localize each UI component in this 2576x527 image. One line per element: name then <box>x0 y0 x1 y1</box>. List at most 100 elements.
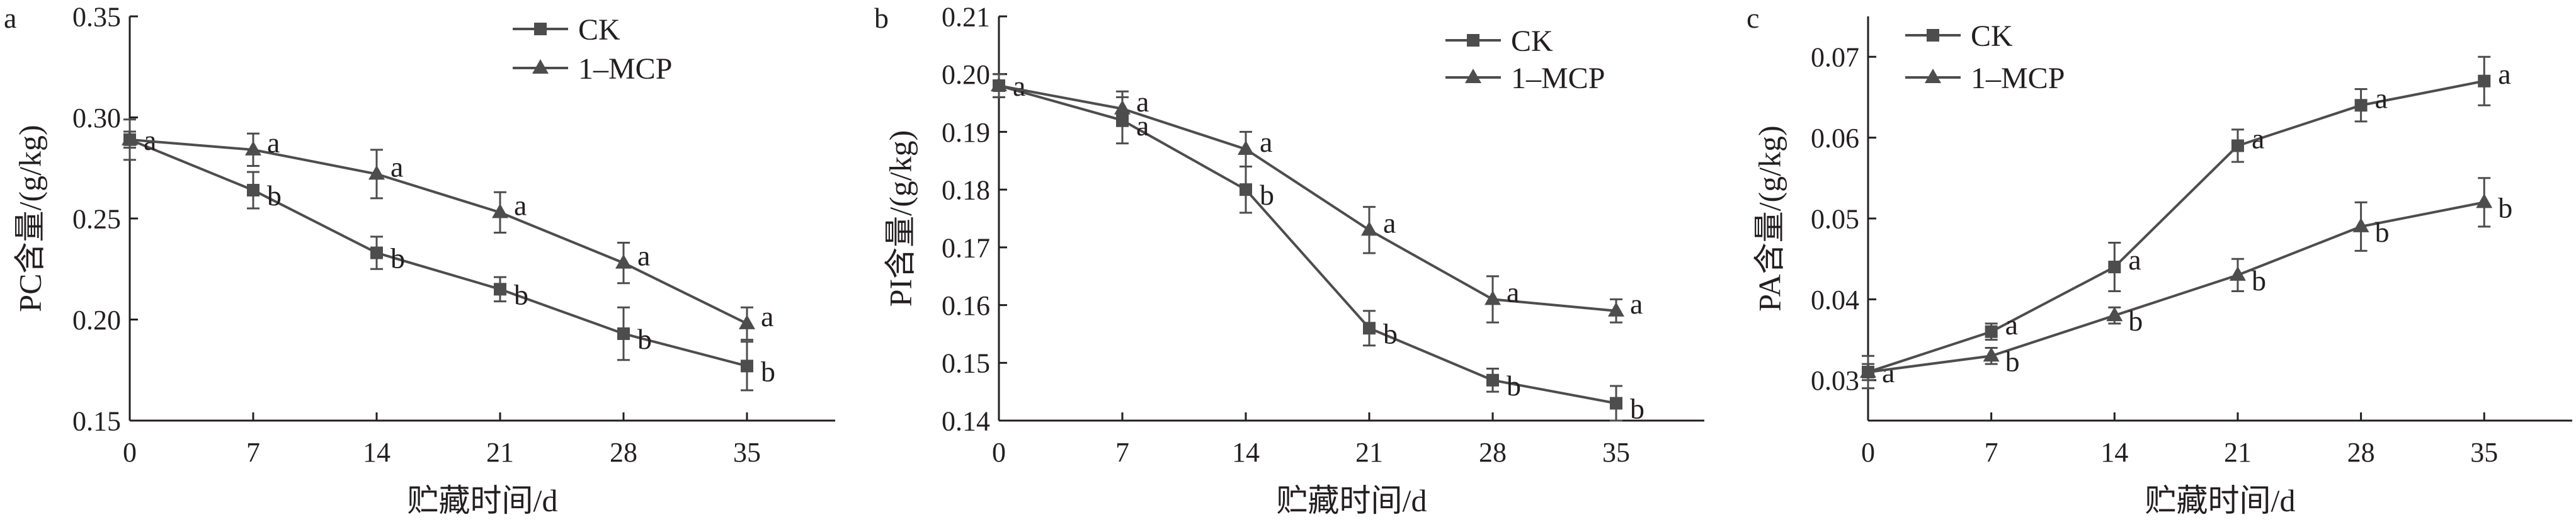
legend-marker-ck <box>1927 29 1939 42</box>
legend: CK 1–MCP <box>1445 25 1605 95</box>
y-tick-label: 0.04 <box>1811 285 1859 315</box>
x-tick-label: 28 <box>1479 437 1507 468</box>
ck-significance-letter: a <box>2498 58 2510 90</box>
ck-point <box>1610 397 1622 410</box>
ck-point <box>617 327 630 340</box>
ck-significance-letter: b <box>761 355 775 387</box>
1-mcp-point <box>368 165 385 180</box>
y-tick-label: 0.03 <box>1811 365 1859 396</box>
legend-item-ck: CK <box>1445 25 1553 58</box>
1-mcp-significance-letter: b <box>2005 345 2020 377</box>
legend-item-ck: CK <box>513 13 620 47</box>
1-mcp-significance-letter: a <box>1260 126 1272 158</box>
y-tick-label: 0.20 <box>942 59 990 90</box>
1-mcp-point <box>1485 290 1501 305</box>
x-tick-label: 35 <box>1602 437 1630 468</box>
1-mcp-point <box>2229 266 2246 281</box>
1-mcp-point <box>615 254 632 269</box>
1-mcp-significance-letter: a <box>514 189 527 221</box>
1-mcp-point <box>122 130 138 145</box>
series-1-mcp: b b b b b <box>1860 177 2512 382</box>
1-mcp-significance-letter: b <box>2375 216 2390 248</box>
ck-significance-letter: a <box>2375 82 2388 114</box>
y-tick-label: 0.17 <box>942 232 990 263</box>
ck-point <box>741 360 753 373</box>
legend-label-1-mcp: 1–MCP <box>578 52 672 86</box>
ck-point <box>2231 139 2244 152</box>
1-mcp-point <box>1114 99 1131 115</box>
ck-line <box>129 138 748 368</box>
ck-point <box>1363 322 1376 335</box>
1-mcp-point <box>991 77 1007 92</box>
panel-b: b 0.14 0.15 0.16 0.17 0.18 0.19 0.20 0.21 0 7 14 21 2… <box>874 1 1704 518</box>
1-mcp-significance-letter: a <box>761 300 773 332</box>
x-axis-label: 贮藏时间/d <box>407 483 558 518</box>
ck-point <box>2108 261 2121 274</box>
1-mcp-significance-letter: a <box>390 150 403 183</box>
1-mcp-point <box>245 140 261 156</box>
ck-significance-letter: b <box>1630 393 1644 425</box>
x-tick-label: 0 <box>123 437 137 468</box>
ck-point <box>1240 183 1252 196</box>
1-mcp-significance-letter: a <box>637 240 650 272</box>
1-mcp-point <box>1238 140 1254 155</box>
y-tick-label: 0.21 <box>942 1 990 32</box>
x-axis-label: 贮藏时间/d <box>2145 483 2296 518</box>
legend-marker-ck <box>534 23 547 35</box>
x-tick-label: 7 <box>1985 437 1998 468</box>
ck-point <box>1486 373 1499 387</box>
legend-item-ck: CK <box>1905 20 2013 53</box>
legend-label-1-mcp: 1–MCP <box>1971 62 2065 95</box>
y-tick-label: 0.07 <box>1811 42 1859 73</box>
y-tick-label: 0.06 <box>1811 123 1859 154</box>
y-tick-label: 0.15 <box>72 405 121 436</box>
ck-point <box>2478 74 2491 88</box>
ck-significance-letter: a <box>2005 309 2018 341</box>
1-mcp-significance-letter: b <box>2128 305 2143 337</box>
y-axis-label: PI含量/(g/kg) <box>883 130 918 307</box>
1-mcp-line <box>1867 201 2485 373</box>
panel-c: c 0.03 0.04 0.05 0.06 0.07 0 7 14 21 28 35 贮藏时间/d PA含… <box>1747 2 2572 518</box>
1-mcp-point <box>1860 363 1876 378</box>
1-mcp-point <box>739 314 755 329</box>
1-mcp-significance-letter: b <box>2498 191 2512 224</box>
1-mcp-point <box>2106 307 2123 322</box>
1-mcp-line <box>129 138 748 325</box>
1-mcp-significance-letter: b <box>2252 264 2266 297</box>
y-tick-label: 0.35 <box>72 1 121 32</box>
ck-line <box>998 84 1617 405</box>
series-ck: a a a a a a <box>1862 55 2511 390</box>
legend-label-1-mcp: 1–MCP <box>1511 62 1605 95</box>
y-tick-label: 0.30 <box>72 103 121 133</box>
1-mcp-point <box>1361 221 1377 236</box>
panel-letter: c <box>1747 2 1759 34</box>
legend-marker-1-mcp <box>532 59 549 74</box>
x-tick-label: 0 <box>1861 437 1875 468</box>
x-tick-label: 21 <box>486 437 514 468</box>
x-tick-label: 7 <box>246 437 260 468</box>
panel-letter: a <box>4 2 16 34</box>
ck-significance-letter: a <box>2128 244 2141 276</box>
ck-significance-letter: b <box>1507 370 1521 402</box>
x-tick-label: 0 <box>992 437 1006 468</box>
legend-item-1-mcp: 1–MCP <box>513 52 672 86</box>
1-mcp-point <box>1983 347 2000 362</box>
ck-significance-letter: b <box>1383 317 1398 349</box>
x-tick-label: 14 <box>363 437 390 468</box>
y-tick-label: 0.20 <box>72 305 121 336</box>
y-tick-label: 0.14 <box>942 405 990 436</box>
1-mcp-significance-letter: a <box>1630 288 1643 320</box>
x-tick-label: 35 <box>2470 437 2498 468</box>
1-mcp-point <box>1608 302 1624 317</box>
y-axis-label: PC含量/(g/kg) <box>13 125 48 312</box>
ck-point <box>2354 99 2368 112</box>
legend-label-ck: CK <box>1511 25 1553 58</box>
ck-significance-letter: b <box>267 179 282 212</box>
legend: CK 1–MCP <box>1905 20 2065 95</box>
1-mcp-significance-letter: a <box>1507 276 1519 309</box>
x-axis-label: 贮藏时间/d <box>1277 483 1427 518</box>
x-tick-label: 28 <box>610 437 637 468</box>
y-tick-label: 0.25 <box>72 203 121 234</box>
panel-letter: b <box>874 2 889 34</box>
y-axis-label: PA含量/(g/kg) <box>1752 125 1787 311</box>
